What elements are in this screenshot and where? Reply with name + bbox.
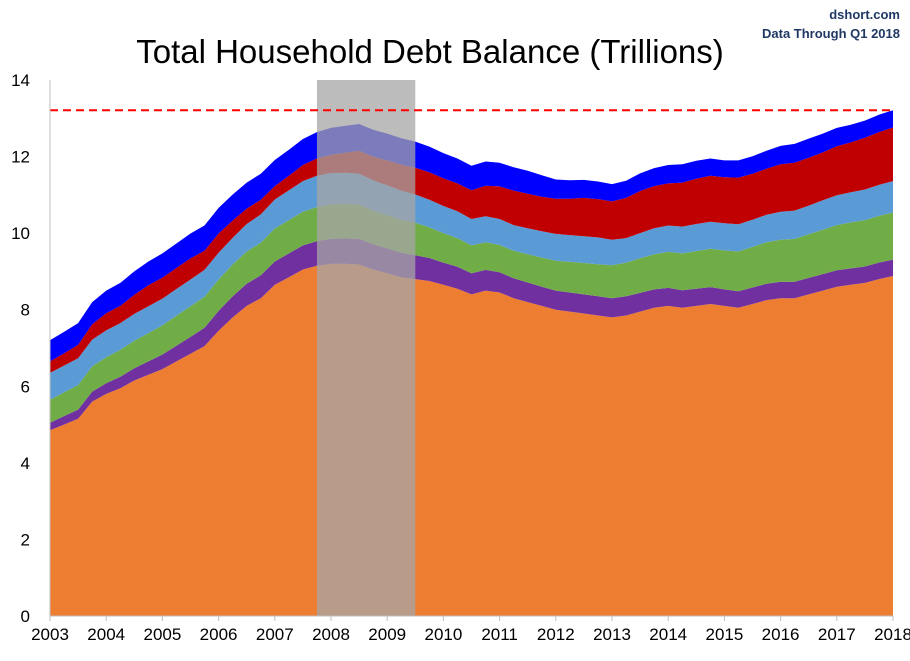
x-tick-label: 2005 (143, 625, 181, 644)
x-tick-label: 2014 (649, 625, 687, 644)
x-tick-label: 2010 (424, 625, 462, 644)
chart-title: Total Household Debt Balance (Trillions) (136, 33, 724, 70)
area-series-group (50, 110, 893, 616)
data-through-note: Data Through Q1 2018 (762, 26, 900, 41)
area-series-1 (50, 263, 893, 616)
recession-band (316, 80, 416, 616)
area-series-4 (50, 172, 893, 400)
axes-group: 0 2 4 6 8 10 12 14 2003 2004 2005 2006 2007 2008 2009 2… (11, 71, 910, 644)
x-tick-label: 2013 (593, 625, 631, 644)
y-tick-label: 10 (11, 224, 30, 243)
y-tick-label: 6 (21, 377, 30, 396)
recession-band-group (316, 80, 416, 616)
source-label: dshort.com (829, 7, 900, 22)
y-tick-label: 2 (21, 530, 30, 549)
y-tick-label: 4 (21, 454, 30, 473)
y-tick-label: 12 (11, 148, 30, 167)
area-series-6 (50, 110, 893, 362)
x-tick-label: 2018 (874, 625, 910, 644)
area-series-5 (50, 127, 893, 373)
area-series-3 (50, 204, 893, 423)
x-tick-label: 2016 (762, 625, 800, 644)
x-tick-label: 2017 (818, 625, 856, 644)
x-tick-label: 2012 (537, 625, 575, 644)
x-tick-label: 2004 (87, 625, 125, 644)
x-tick-label: 2003 (31, 625, 69, 644)
x-tick-label: 2015 (705, 625, 743, 644)
x-tick-label: 2009 (368, 625, 406, 644)
x-tick-label: 2011 (481, 625, 518, 644)
y-tick-label: 0 (21, 607, 30, 626)
x-tick-label: 2006 (200, 625, 238, 644)
area-series-2 (50, 238, 893, 431)
y-tick-label: 8 (21, 301, 30, 320)
x-tick-label: 2008 (312, 625, 350, 644)
x-tick-label: 2007 (256, 625, 294, 644)
y-tick-label: 14 (11, 71, 30, 90)
